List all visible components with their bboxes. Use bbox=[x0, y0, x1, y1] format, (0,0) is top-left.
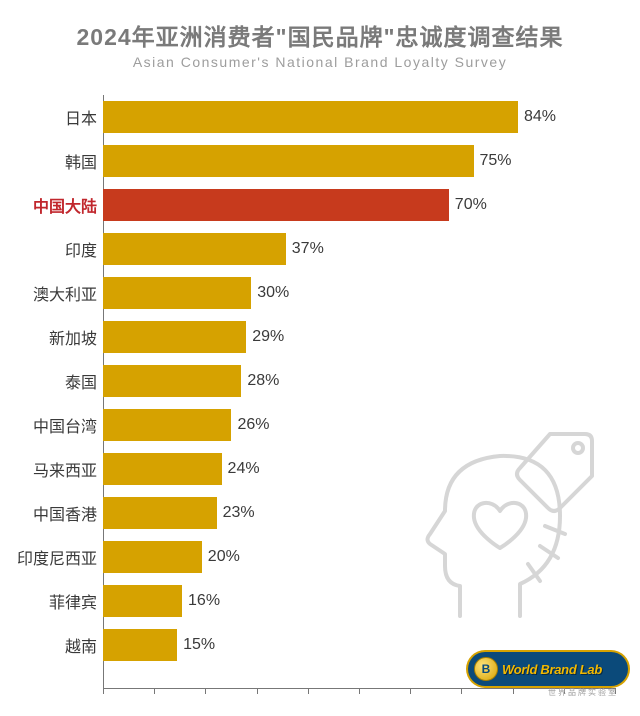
axis-tick bbox=[513, 688, 514, 694]
category-label: 菲律宾 bbox=[0, 589, 103, 613]
bar-value: 70% bbox=[455, 196, 487, 214]
category-label: 中国台湾 bbox=[0, 413, 103, 437]
bar bbox=[103, 233, 286, 265]
axis-tick bbox=[461, 688, 462, 694]
logo-text: World Brand Lab bbox=[502, 662, 602, 677]
category-label: 韩国 bbox=[0, 149, 103, 173]
bar-value: 15% bbox=[183, 636, 215, 654]
bar bbox=[103, 321, 246, 353]
bar-value: 23% bbox=[223, 504, 255, 522]
bar bbox=[103, 497, 217, 529]
bar-value: 16% bbox=[188, 592, 220, 610]
logo-badge-icon: B bbox=[474, 657, 498, 681]
category-label: 澳大利亚 bbox=[0, 281, 103, 305]
category-label: 中国香港 bbox=[0, 501, 103, 525]
bar-value: 37% bbox=[292, 240, 324, 258]
axis-tick bbox=[410, 688, 411, 694]
bar-row: 韩国 75% bbox=[0, 139, 640, 183]
category-label: 马来西亚 bbox=[0, 457, 103, 481]
bar-wrap: 70% bbox=[103, 183, 640, 227]
bar bbox=[103, 585, 182, 617]
bar-value: 24% bbox=[228, 460, 260, 478]
category-label: 新加坡 bbox=[0, 325, 103, 349]
bar-row: 日本 84% bbox=[0, 95, 640, 139]
bar bbox=[103, 277, 251, 309]
title-en: Asian Consumer's National Brand Loyalty … bbox=[0, 54, 640, 70]
bar-wrap: 37% bbox=[103, 227, 640, 271]
title-zh: 2024年亚洲消费者"国民品牌"忠诚度调查结果 bbox=[0, 18, 640, 52]
logo-subtext: 世界品牌实验室 bbox=[548, 687, 618, 698]
world-brand-lab-logo: B World Brand Lab 世界品牌实验室 bbox=[468, 652, 628, 686]
bar bbox=[103, 409, 231, 441]
x-axis-ticks bbox=[103, 688, 616, 696]
bar bbox=[103, 145, 474, 177]
head-heart-tag-icon bbox=[400, 416, 610, 626]
axis-tick bbox=[257, 688, 258, 694]
bar-value: 26% bbox=[237, 416, 269, 434]
bar-row: 中国大陆 70% bbox=[0, 183, 640, 227]
axis-tick bbox=[205, 688, 206, 694]
bar-wrap: 28% bbox=[103, 359, 640, 403]
bar-value: 29% bbox=[252, 328, 284, 346]
bar bbox=[103, 629, 177, 661]
bar-value: 84% bbox=[524, 108, 556, 126]
bar-wrap: 29% bbox=[103, 315, 640, 359]
category-label: 印度 bbox=[0, 237, 103, 261]
bar bbox=[103, 189, 449, 221]
bar-row: 泰国 28% bbox=[0, 359, 640, 403]
bar bbox=[103, 453, 222, 485]
bar-value: 75% bbox=[480, 152, 512, 170]
bar-wrap: 84% bbox=[103, 95, 640, 139]
axis-tick bbox=[359, 688, 360, 694]
bar-value: 30% bbox=[257, 284, 289, 302]
chart-title-block: 2024年亚洲消费者"国民品牌"忠诚度调查结果 Asian Consumer's… bbox=[0, 0, 640, 70]
bar-value: 20% bbox=[208, 548, 240, 566]
axis-tick bbox=[308, 688, 309, 694]
bar bbox=[103, 101, 518, 133]
axis-tick bbox=[103, 688, 104, 694]
bar-value: 28% bbox=[247, 372, 279, 390]
category-label: 泰国 bbox=[0, 369, 103, 393]
bar bbox=[103, 365, 241, 397]
category-label: 日本 bbox=[0, 105, 103, 129]
category-label: 中国大陆 bbox=[0, 193, 103, 217]
bar-wrap: 75% bbox=[103, 139, 640, 183]
bar bbox=[103, 541, 202, 573]
bar-row: 印度 37% bbox=[0, 227, 640, 271]
bar-wrap: 30% bbox=[103, 271, 640, 315]
category-label: 越南 bbox=[0, 633, 103, 657]
bar-row: 新加坡 29% bbox=[0, 315, 640, 359]
category-label: 印度尼西亚 bbox=[0, 545, 103, 569]
axis-tick bbox=[154, 688, 155, 694]
bar-row: 澳大利亚 30% bbox=[0, 271, 640, 315]
